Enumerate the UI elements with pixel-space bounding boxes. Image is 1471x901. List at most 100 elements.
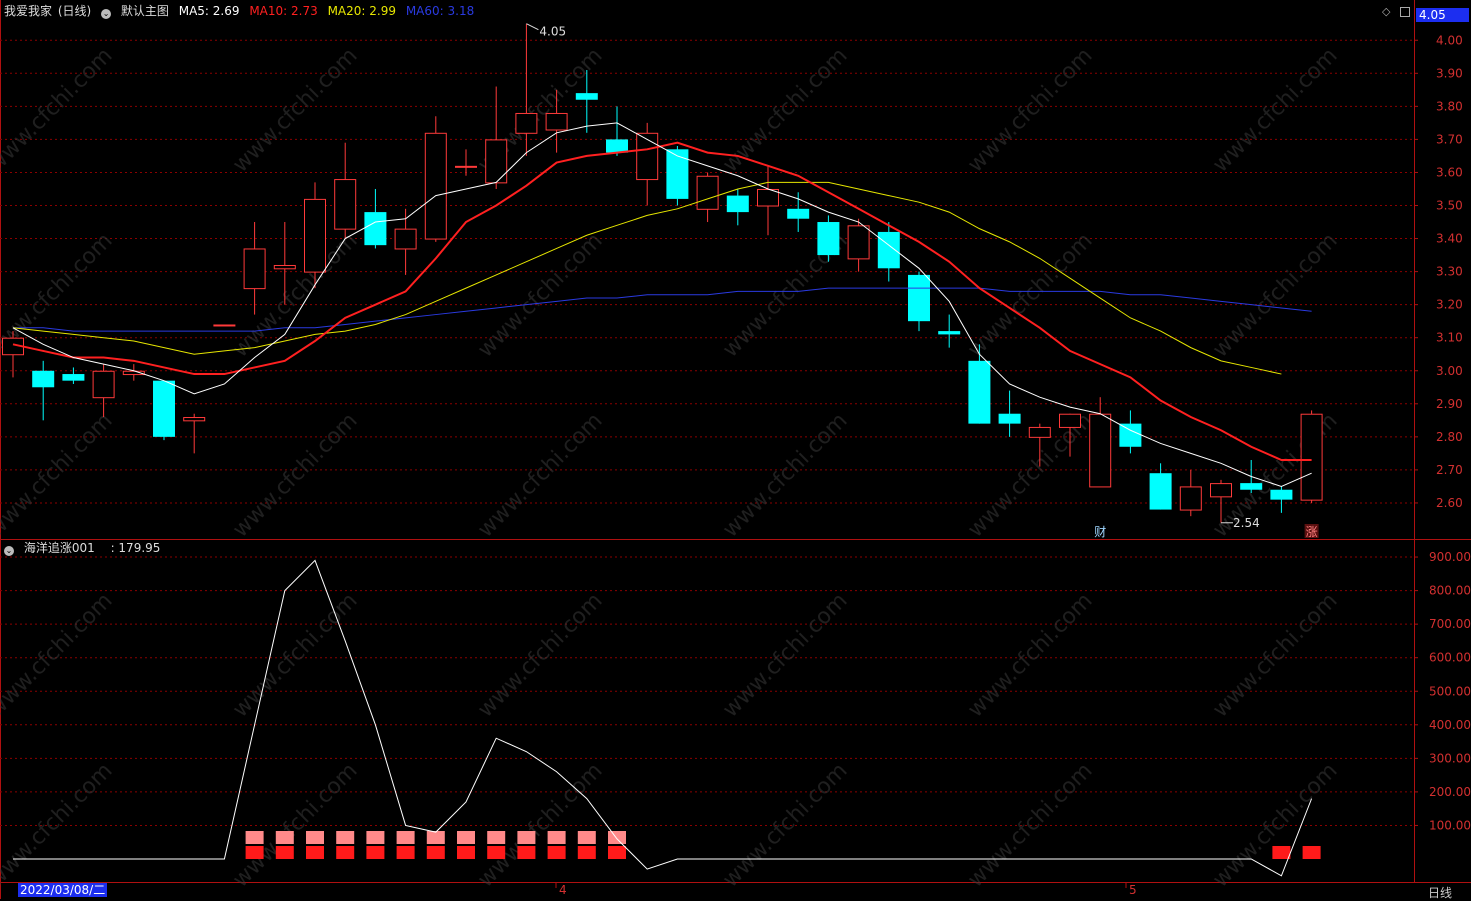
candle-up	[394, 208, 417, 275]
candle-up	[1300, 410, 1323, 503]
ma5-line	[12, 122, 1312, 487]
signal-bar-upper	[306, 831, 324, 844]
candle-down	[908, 271, 930, 332]
candle-down	[666, 146, 689, 206]
signal-bar-upper	[366, 831, 385, 844]
indicator-tick-label: 300.00	[1429, 751, 1471, 765]
candle-body	[273, 264, 296, 270]
signal-bar-lower	[426, 846, 445, 859]
signal-bar-upper	[336, 831, 355, 844]
candle-up	[334, 142, 357, 239]
price-tick-label: 3.90	[1436, 66, 1463, 80]
price-tick-label: 3.10	[1436, 331, 1463, 345]
candle-body	[394, 228, 417, 250]
stock-name[interactable]: 我爱我家	[4, 4, 53, 18]
price-tick-label: 3.50	[1436, 199, 1463, 213]
candle-up	[183, 413, 206, 454]
indicator-header: ⌄ 海洋追涨001 : 179.95	[4, 541, 166, 556]
candle-down	[968, 344, 991, 424]
indicator-tick-label: 700.00	[1429, 617, 1471, 631]
candle-down	[726, 188, 749, 226]
signal-bar-upper	[487, 831, 506, 844]
candle-body	[213, 324, 236, 327]
high-pointer	[526, 23, 539, 31]
candle-down	[62, 367, 85, 384]
candle-body	[153, 380, 175, 437]
candle-down	[364, 188, 387, 249]
candle-body	[1179, 486, 1202, 511]
signal-bar-lower	[245, 846, 264, 859]
signal-bar-lower	[457, 846, 475, 859]
candle-body	[1119, 423, 1142, 447]
candle-body	[636, 132, 659, 181]
square-icon[interactable]	[1400, 7, 1410, 17]
signal-bar-upper	[426, 831, 445, 844]
candle-body	[62, 374, 85, 381]
indicator-dropdown-icon[interactable]: ⌄	[4, 546, 14, 556]
candle-up	[92, 364, 115, 418]
signal-bar-lower	[487, 846, 506, 859]
signal-bar-upper	[275, 831, 294, 844]
price-tick-label: 2.90	[1436, 397, 1463, 411]
candle-down	[1149, 463, 1172, 510]
price-tick-label: 3.30	[1436, 265, 1463, 279]
ma10-label: MA10: 2.73	[249, 4, 318, 18]
rise-marker-bg	[1304, 524, 1319, 538]
signal-bar-upper	[577, 831, 596, 844]
candle-body	[726, 195, 749, 213]
candle-body	[364, 212, 387, 246]
price-tick-label: 3.80	[1436, 99, 1463, 113]
dropdown-circle-icon[interactable]: ⌄	[101, 9, 112, 19]
ma20-label: MA20: 2.99	[327, 4, 396, 18]
candle-body	[1270, 489, 1293, 500]
signal-bar-lower	[275, 846, 294, 859]
month-label: 4	[559, 883, 567, 897]
indicator-tick-label: 100.00	[1429, 818, 1471, 832]
signal-bar-lower	[336, 846, 355, 859]
candle-up	[1028, 423, 1051, 467]
candle-body	[1028, 426, 1051, 438]
signal-bar-lower	[577, 846, 596, 859]
candle-body	[847, 225, 870, 260]
candle-up	[213, 324, 236, 327]
candle-up	[243, 222, 266, 315]
candle-up	[455, 149, 477, 176]
main-chart-header: 我爱我家 (日线) ⌄ 默认主图 MA5: 2.69 MA10: 2.73 MA…	[4, 4, 480, 19]
candle-up	[636, 122, 659, 206]
price-tick-label: 3.70	[1436, 132, 1463, 146]
indicator-tick-label: 800.00	[1429, 584, 1471, 598]
ma60-line	[13, 287, 1312, 332]
price-tick-label: 3.00	[1436, 364, 1463, 378]
candle-down	[1270, 486, 1293, 513]
candle-down	[938, 314, 961, 348]
price-tick-label: 4.00	[1436, 33, 1463, 47]
candle-body	[1210, 483, 1232, 498]
candle-down	[153, 380, 175, 441]
candle-body	[183, 417, 206, 422]
signal-bar-upper	[517, 831, 536, 844]
candle-body	[1089, 413, 1112, 488]
signal-bar-lower	[608, 846, 626, 859]
ma60-label: MA60: 3.18	[405, 4, 475, 18]
indicator-tick-label: 500.00	[1429, 684, 1471, 698]
candle-body	[817, 222, 840, 256]
price-tick-label: 3.40	[1436, 232, 1463, 246]
indicator-name[interactable]: 海洋追涨001	[23, 541, 95, 555]
diamond-icon[interactable]: ◇	[1382, 5, 1391, 18]
candle-body	[938, 331, 961, 335]
candle-body	[515, 112, 538, 134]
candle-down	[817, 215, 840, 262]
candle-body	[968, 360, 991, 424]
candle-body	[1240, 483, 1263, 490]
candle-body	[545, 112, 568, 131]
main-chart-name[interactable]: 默认主图	[120, 4, 169, 18]
period-switch[interactable]: 日线	[1428, 886, 1453, 900]
candle-up	[1059, 413, 1081, 457]
candle-up	[545, 89, 568, 153]
high-annotation: 4.05	[539, 25, 566, 39]
price-tick-label: 2.80	[1436, 430, 1463, 444]
candle-body	[606, 139, 628, 153]
signal-bar-lower	[396, 846, 415, 859]
